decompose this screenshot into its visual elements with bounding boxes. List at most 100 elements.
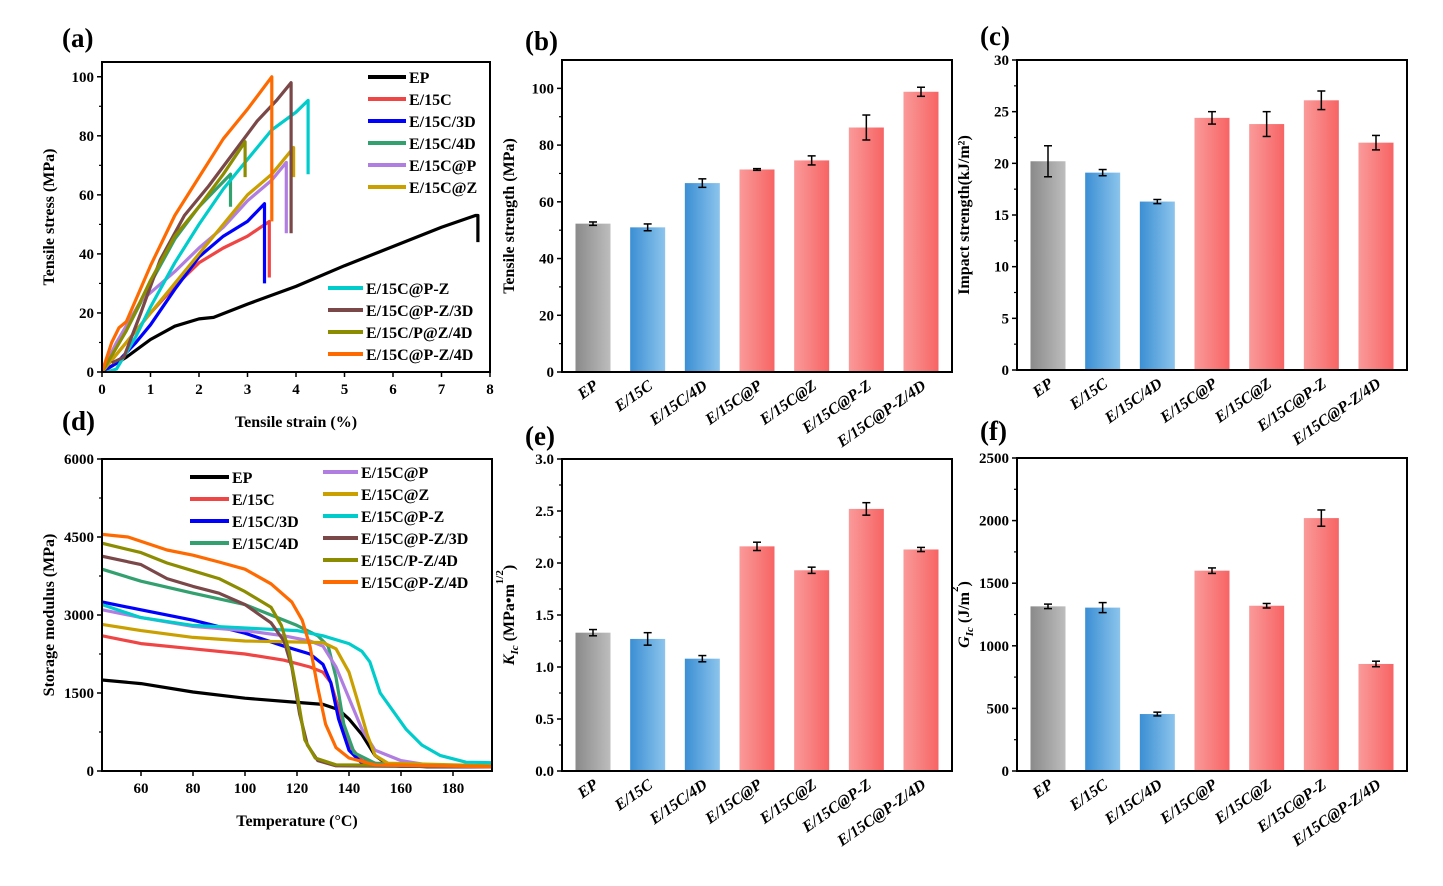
legend-entry: E/15C@P: [361, 465, 429, 482]
y-tick-label: 3.0: [535, 452, 554, 468]
bar: [1303, 518, 1339, 771]
legend-entry: EP: [409, 70, 430, 87]
y-axis-label: Tensile strength (MPa): [501, 138, 518, 294]
x-category-label: E/15C@P: [1157, 375, 1221, 427]
y-tick-label: 2500: [979, 451, 1009, 467]
y-axis-label: Impact strength(kJ/m²): [956, 135, 973, 295]
y-tick-label: 0: [547, 365, 555, 381]
bar: [684, 183, 720, 372]
y-tick-label: 0.5: [535, 712, 554, 728]
plot-frame: [1016, 457, 1408, 772]
bar: [848, 508, 884, 771]
bar: [794, 160, 830, 372]
x-category-label: E/15C/4D: [1101, 375, 1166, 427]
series-line-e-15c-p-z-4d: [102, 75, 274, 372]
bar: [1085, 172, 1121, 370]
x-tick-label: 100: [234, 781, 257, 797]
legend-entry: E/15C@P-Z: [366, 281, 449, 298]
panel-b: (b) 0 20 40 60 80 100 Tensile strength (MPa) EP E…: [501, 26, 953, 451]
y-tick-label: 20: [994, 156, 1009, 172]
x-category-label: EP: [574, 377, 602, 403]
y-tick-label: 2.0: [535, 556, 554, 572]
y-tick-label: 0.0: [535, 764, 554, 780]
x-tick-label: 60: [134, 781, 149, 797]
legend-entry: EP: [232, 470, 253, 487]
y-tick-label: 2.5: [535, 504, 554, 520]
plot-frame: [1016, 59, 1408, 371]
bar: [575, 632, 611, 771]
y-tick-label: 10: [994, 260, 1009, 276]
y-tick-label: 1000: [979, 639, 1009, 655]
legend-entry: E/15C@P-Z/3D: [366, 303, 473, 320]
panel-label: (a): [62, 23, 93, 53]
panel-d: (d) 0 1500 3000 4500 6000 Storage modulus (MPa…: [41, 406, 493, 830]
bar: [903, 549, 939, 771]
bar: [1249, 124, 1285, 370]
legend-entry: E/15C@P-Z/4D: [366, 347, 473, 364]
y-axis-label-part: Ic: [509, 645, 521, 655]
y-tick-label: 1.0: [535, 660, 554, 676]
series-line-e-15c-3d: [102, 600, 492, 769]
y-axis-label-part: Ic: [964, 627, 976, 637]
y-axis-label-part: G: [956, 636, 973, 648]
bar: [1139, 714, 1175, 771]
x-tick-label: 8: [486, 382, 494, 398]
panel-label: (f): [980, 416, 1007, 446]
y-tick-label: 6000: [64, 452, 94, 468]
x-category-label: E/15C/4D: [646, 377, 711, 429]
x-category-label: E/15C@P: [1157, 776, 1221, 828]
panel-c: (c) 0 5 10 15 20 25 30 Impact strength(kJ/m²) EP E…: [956, 21, 1408, 449]
y-tick-label: 80: [539, 138, 554, 154]
legend-entry: E/15C@Z: [361, 487, 429, 504]
y-axis-label-part: 2: [949, 586, 961, 592]
y-tick-label: 60: [539, 195, 554, 211]
bar: [575, 223, 611, 372]
x-tick-label: 2: [195, 382, 203, 398]
series-line-e-15c-p-z: [102, 603, 492, 765]
series-line-ep: [102, 213, 480, 372]
bar: [630, 227, 666, 372]
legend-entry: E/15C: [409, 92, 452, 109]
x-tick-label: 160: [390, 781, 413, 797]
legend-entry: E/15C@P: [409, 158, 477, 175]
y-tick-label: 500: [987, 701, 1010, 717]
x-category-label: EP: [1029, 776, 1057, 802]
x-tick-label: 5: [341, 382, 349, 398]
x-category-label: E/15C@P: [702, 776, 766, 828]
y-axis-label-part: ): [501, 565, 518, 570]
series-line-e-15c-4d: [102, 567, 492, 768]
panel-f: (f) 0 500 1000 1500 2000 2500 GIc (J/m2) EP E/15C…: [949, 416, 1408, 850]
x-tick-label: 120: [286, 781, 309, 797]
bar: [794, 570, 830, 771]
x-axis-label: Temperature (°C): [236, 813, 357, 830]
bar: [848, 127, 884, 372]
y-tick-label: 5: [1002, 311, 1010, 327]
x-tick-label: 180: [442, 781, 465, 797]
y-tick-label: 1.5: [535, 608, 554, 624]
legend-entry: E/15C@P-Z/4D: [361, 575, 468, 592]
x-category-label: E/15C: [1066, 776, 1111, 815]
y-tick-label: 0: [87, 365, 95, 381]
series-line-e-15c-p-z: [106, 98, 310, 372]
plot-frame: [561, 458, 953, 772]
x-category-label: E/15C: [1066, 375, 1111, 414]
y-axis-label: Storage modulus (MPa): [41, 534, 58, 697]
panel-label: (d): [62, 406, 95, 436]
y-tick-label: 40: [79, 247, 94, 263]
panel-label: (c): [980, 21, 1010, 51]
x-tick-label: 4: [292, 382, 300, 398]
bar: [1030, 161, 1066, 370]
y-tick-label: 0: [1002, 363, 1010, 379]
y-tick-label: 4500: [64, 530, 94, 546]
x-tick-label: 6: [389, 382, 397, 398]
series-line-e-15c-p-z-4d: [102, 140, 247, 372]
x-category-label: E/15C: [611, 377, 656, 416]
y-tick-label: 1500: [979, 576, 1009, 592]
y-axis-label: GIc (J/m2): [949, 581, 976, 648]
y-axis-label-part: ): [956, 581, 973, 586]
panel-label: (e): [525, 421, 555, 451]
plot-frame: [561, 59, 953, 373]
x-tick-label: 80: [186, 781, 201, 797]
panel-label: (b): [525, 26, 558, 56]
legend-entry: E/15C/3D: [232, 514, 299, 531]
